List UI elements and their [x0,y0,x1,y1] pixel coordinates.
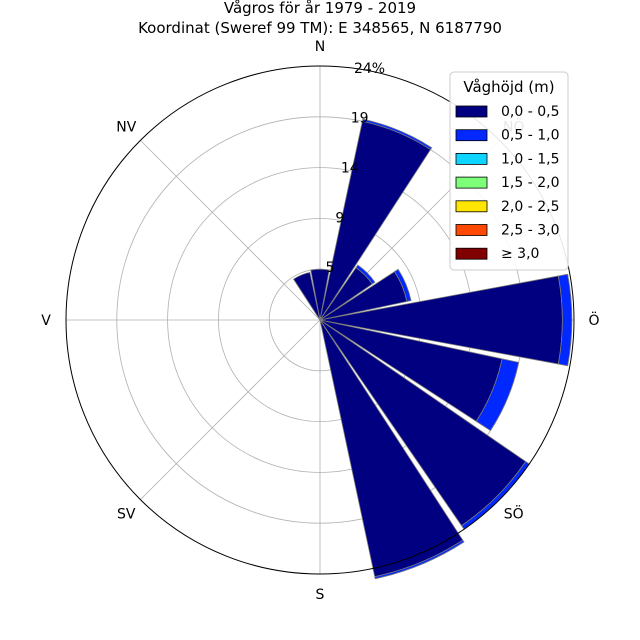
bar-22.5-bin-1 [361,118,433,151]
legend-swatch-6 [455,247,488,260]
grid-spoke-5 [140,319,321,500]
direction-label-2: V [41,313,51,329]
grid-spoke-7 [140,140,321,321]
bar-337.5-bin-0 [292,271,321,321]
direction-label-0: N [315,39,325,55]
radial-tick-label-2: 14 [341,161,359,177]
bar-112.5-bin-1 [475,358,520,432]
legend-label-4: 2,0 - 2,5 [501,199,559,215]
legend-label-6: ≥ 3,0 [501,246,539,262]
direction-label-1: NV [116,119,136,135]
chart-subtitle: Koordinat (Sweref 99 TM): E 348565, N 61… [138,19,502,37]
bar-45-bin-1 [355,264,376,285]
legend-label-3: 1,5 - 2,0 [501,175,559,191]
legend-swatch-3 [455,176,488,189]
bar-157.5-bin-1 [374,539,465,580]
legend-label-5: 2,5 - 3,0 [501,223,559,239]
legend-swatch-0 [455,105,488,118]
direction-label-5: SÖ [504,505,524,523]
outer-circle [65,65,575,575]
radial-tick-label-0: 5 [325,260,334,276]
legend-label-0: 0,0 - 0,5 [501,104,559,120]
chart-title: Vågros för år 1979 - 2019 [224,0,416,17]
direction-label-3: SV [117,507,136,523]
direction-label-6: Ö [588,311,599,329]
legend-swatch-2 [455,152,488,165]
legend-swatch-4 [455,200,488,213]
legend-swatch-5 [455,224,488,236]
legend-entries: 0,0 - 0,5 0,5 - 1,0 1,0 - 1,5 1,5 - 2,0 2,0 … [455,104,559,262]
legend-swatch-1 [455,129,488,142]
bar-0-bin-0 [310,268,330,321]
direction-label-4: S [316,587,325,603]
legend-label-2: 1,0 - 1,5 [501,151,559,167]
radial-tick-label-3: 19 [351,111,369,127]
bar-90-bin-1 [557,273,573,367]
rose-bars [292,118,573,580]
bar-67.5-bin-1 [394,268,412,302]
radial-tick-label-1: 9 [335,210,344,226]
legend: Våghöjd (m) 0,0 - 0,5 0,5 - 1,0 1,0 - 1,5 1… [449,71,569,271]
legend-box [449,71,569,271]
legend-label-1: 0,5 - 1,0 [501,128,559,144]
legend-title: Våghöjd (m) [463,78,554,96]
